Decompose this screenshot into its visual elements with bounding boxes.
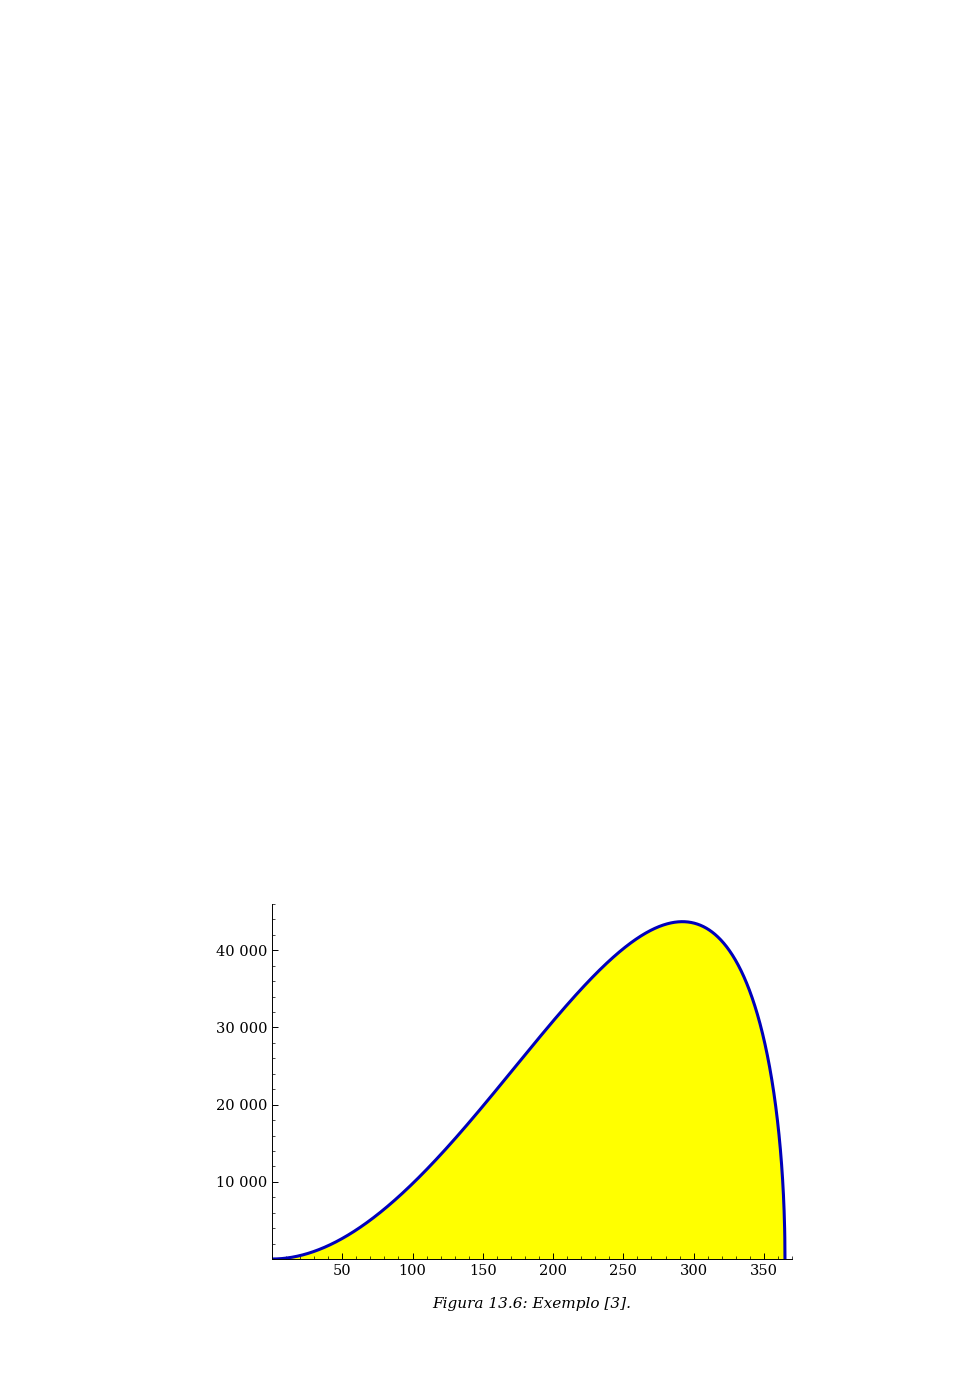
Text: Figura 13.6: Exemplo [3].: Figura 13.6: Exemplo [3].: [433, 1297, 632, 1311]
